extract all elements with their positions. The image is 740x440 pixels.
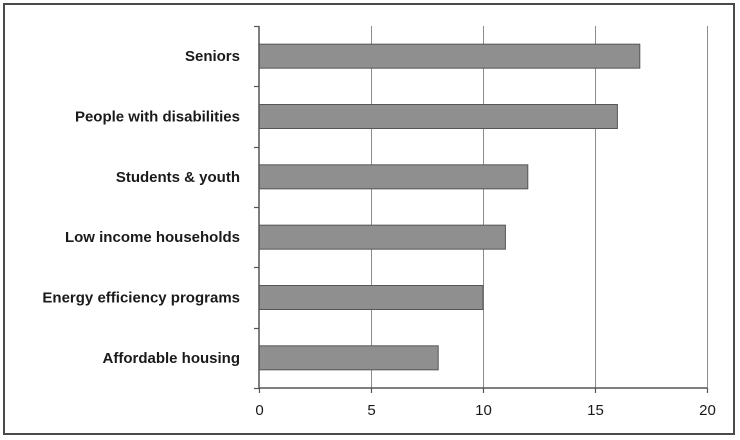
category-label-2: Students & youth — [116, 169, 240, 186]
bar-0 — [258, 43, 641, 69]
x-tick-label-2: 10 — [475, 402, 492, 419]
x-tick-label-4: 20 — [699, 402, 716, 419]
category-label-4: Energy efficiency programs — [42, 290, 240, 307]
category-label-5: Affordable housing — [103, 350, 241, 367]
category-label-0: Seniors — [185, 48, 240, 65]
bar-1 — [258, 104, 618, 129]
bar-2 — [258, 164, 529, 190]
category-label-3: Low income households — [65, 229, 240, 246]
bar-5 — [258, 345, 439, 371]
bar-3 — [258, 224, 506, 250]
x-tick-label-1: 5 — [367, 402, 375, 419]
category-label-1: People with disabilities — [75, 109, 240, 126]
x-tick-label-3: 15 — [587, 402, 604, 419]
bar-4 — [258, 285, 484, 310]
x-tick-label-0: 0 — [255, 402, 263, 419]
